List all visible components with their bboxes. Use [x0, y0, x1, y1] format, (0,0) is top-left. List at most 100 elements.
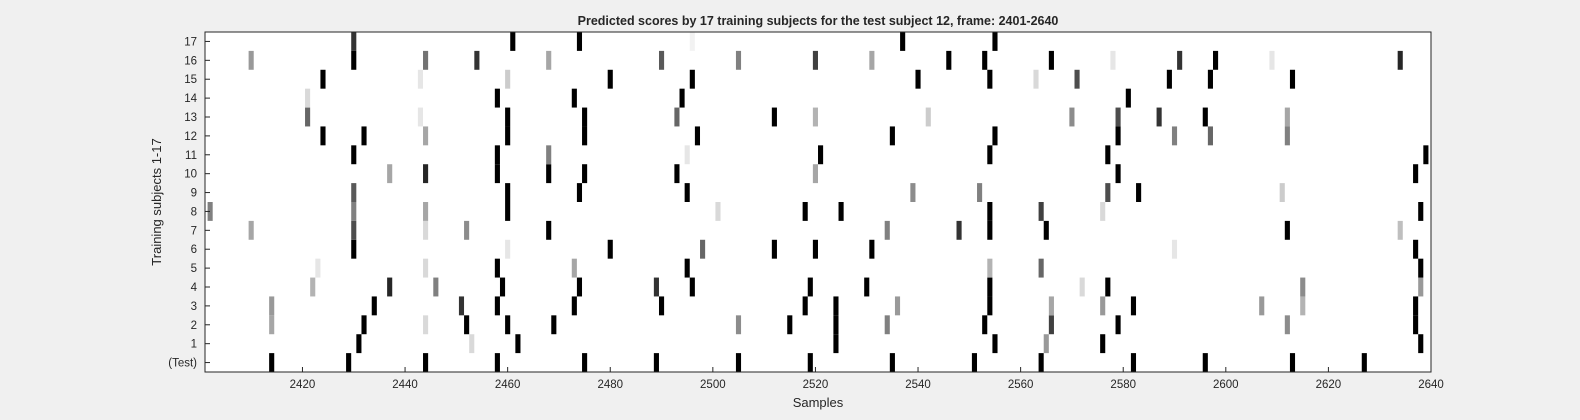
event-cell — [771, 239, 777, 259]
event-cell — [956, 220, 962, 240]
event-cell — [387, 277, 393, 297]
event-cell — [1177, 50, 1183, 70]
event-cell — [510, 32, 516, 51]
event-cell — [812, 239, 818, 259]
event-cell — [787, 315, 793, 335]
event-cell — [433, 277, 439, 297]
event-cell — [1156, 107, 1162, 127]
y-tick-label: 13 — [184, 112, 197, 124]
event-cell — [684, 145, 690, 165]
x-axis-label: Samples — [793, 395, 844, 410]
event-cell — [1048, 296, 1054, 316]
y-tick-label: 8 — [191, 206, 197, 218]
event-cell — [371, 296, 377, 316]
x-tick-label: 2580 — [1110, 379, 1136, 391]
event-cell — [987, 258, 993, 278]
event-cell — [869, 50, 875, 70]
event-cell — [674, 164, 680, 184]
event-cell — [1413, 315, 1419, 335]
x-tick-label: 2520 — [803, 379, 829, 391]
event-cell — [1300, 296, 1306, 316]
event-cell — [607, 239, 613, 259]
event-cell — [1171, 239, 1178, 259]
event-cell — [658, 296, 665, 316]
event-cell — [1079, 277, 1085, 297]
event-cell — [987, 202, 993, 221]
event-cell — [1413, 296, 1419, 316]
event-cell — [807, 353, 813, 372]
x-tick-label: 2600 — [1213, 379, 1239, 391]
event-cell — [351, 202, 357, 221]
event-cell — [546, 145, 552, 165]
event-cell — [910, 183, 916, 202]
event-cell — [546, 164, 552, 184]
event-cell — [982, 50, 988, 70]
event-cell — [1130, 353, 1137, 372]
event-cell — [1284, 126, 1290, 146]
event-cell — [1423, 145, 1429, 165]
event-cell — [494, 164, 500, 184]
event-cell — [982, 315, 988, 335]
event-cell — [812, 50, 818, 70]
event-cell — [1289, 69, 1296, 89]
event-cell — [1105, 183, 1111, 202]
event-cell — [987, 69, 993, 89]
event-cell — [351, 220, 357, 240]
event-cell — [700, 239, 706, 259]
event-cell — [1284, 315, 1290, 335]
event-cell — [546, 220, 552, 240]
event-cell — [694, 126, 701, 146]
y-tick-label: 7 — [191, 225, 197, 237]
y-tick-label: 2 — [191, 320, 197, 332]
event-cell — [494, 258, 500, 278]
event-cell — [735, 353, 742, 372]
event-cell — [812, 107, 818, 127]
event-cell — [1105, 145, 1111, 165]
event-cell — [1115, 126, 1121, 146]
event-cell — [499, 277, 506, 297]
event-cell — [1418, 277, 1424, 297]
event-cell — [802, 202, 808, 221]
event-cell — [269, 353, 275, 372]
event-cell — [1202, 107, 1208, 127]
event-cell — [1284, 220, 1290, 240]
y-tick-label: 9 — [191, 188, 197, 200]
event-cell — [417, 107, 423, 127]
x-tick-label: 2620 — [1316, 379, 1342, 391]
event-cell — [1043, 220, 1049, 240]
event-cell — [1284, 107, 1290, 127]
event-cell — [494, 353, 500, 372]
event-cell — [582, 353, 588, 372]
event-cell — [1115, 315, 1121, 335]
x-tick-label: 2420 — [290, 379, 316, 391]
event-cell — [423, 353, 429, 372]
y-tick-label: 5 — [191, 263, 197, 275]
event-cell — [387, 164, 393, 184]
event-cell — [582, 126, 588, 146]
event-cell — [869, 239, 875, 259]
event-cell — [607, 69, 613, 89]
event-cell — [305, 107, 311, 127]
event-cell — [1136, 183, 1142, 202]
event-cell — [900, 32, 906, 51]
event-cell — [1100, 202, 1106, 221]
event-cell — [684, 183, 690, 202]
event-cell — [987, 220, 993, 240]
y-tick-label: 17 — [184, 36, 197, 48]
x-tick-label: 2560 — [1008, 379, 1034, 391]
event-cell — [889, 126, 895, 146]
event-cell — [1397, 220, 1403, 240]
event-cells — [207, 32, 1429, 372]
y-tick-label: (Test) — [168, 358, 197, 370]
y-tick-label: 14 — [184, 93, 197, 105]
event-cell — [1100, 334, 1106, 354]
event-cell — [356, 334, 362, 354]
event-cell — [1115, 107, 1121, 127]
event-cell — [571, 88, 577, 108]
event-cell — [1397, 50, 1403, 70]
event-cell — [494, 145, 500, 165]
event-cell — [1289, 353, 1296, 372]
event-cell — [1418, 258, 1424, 278]
